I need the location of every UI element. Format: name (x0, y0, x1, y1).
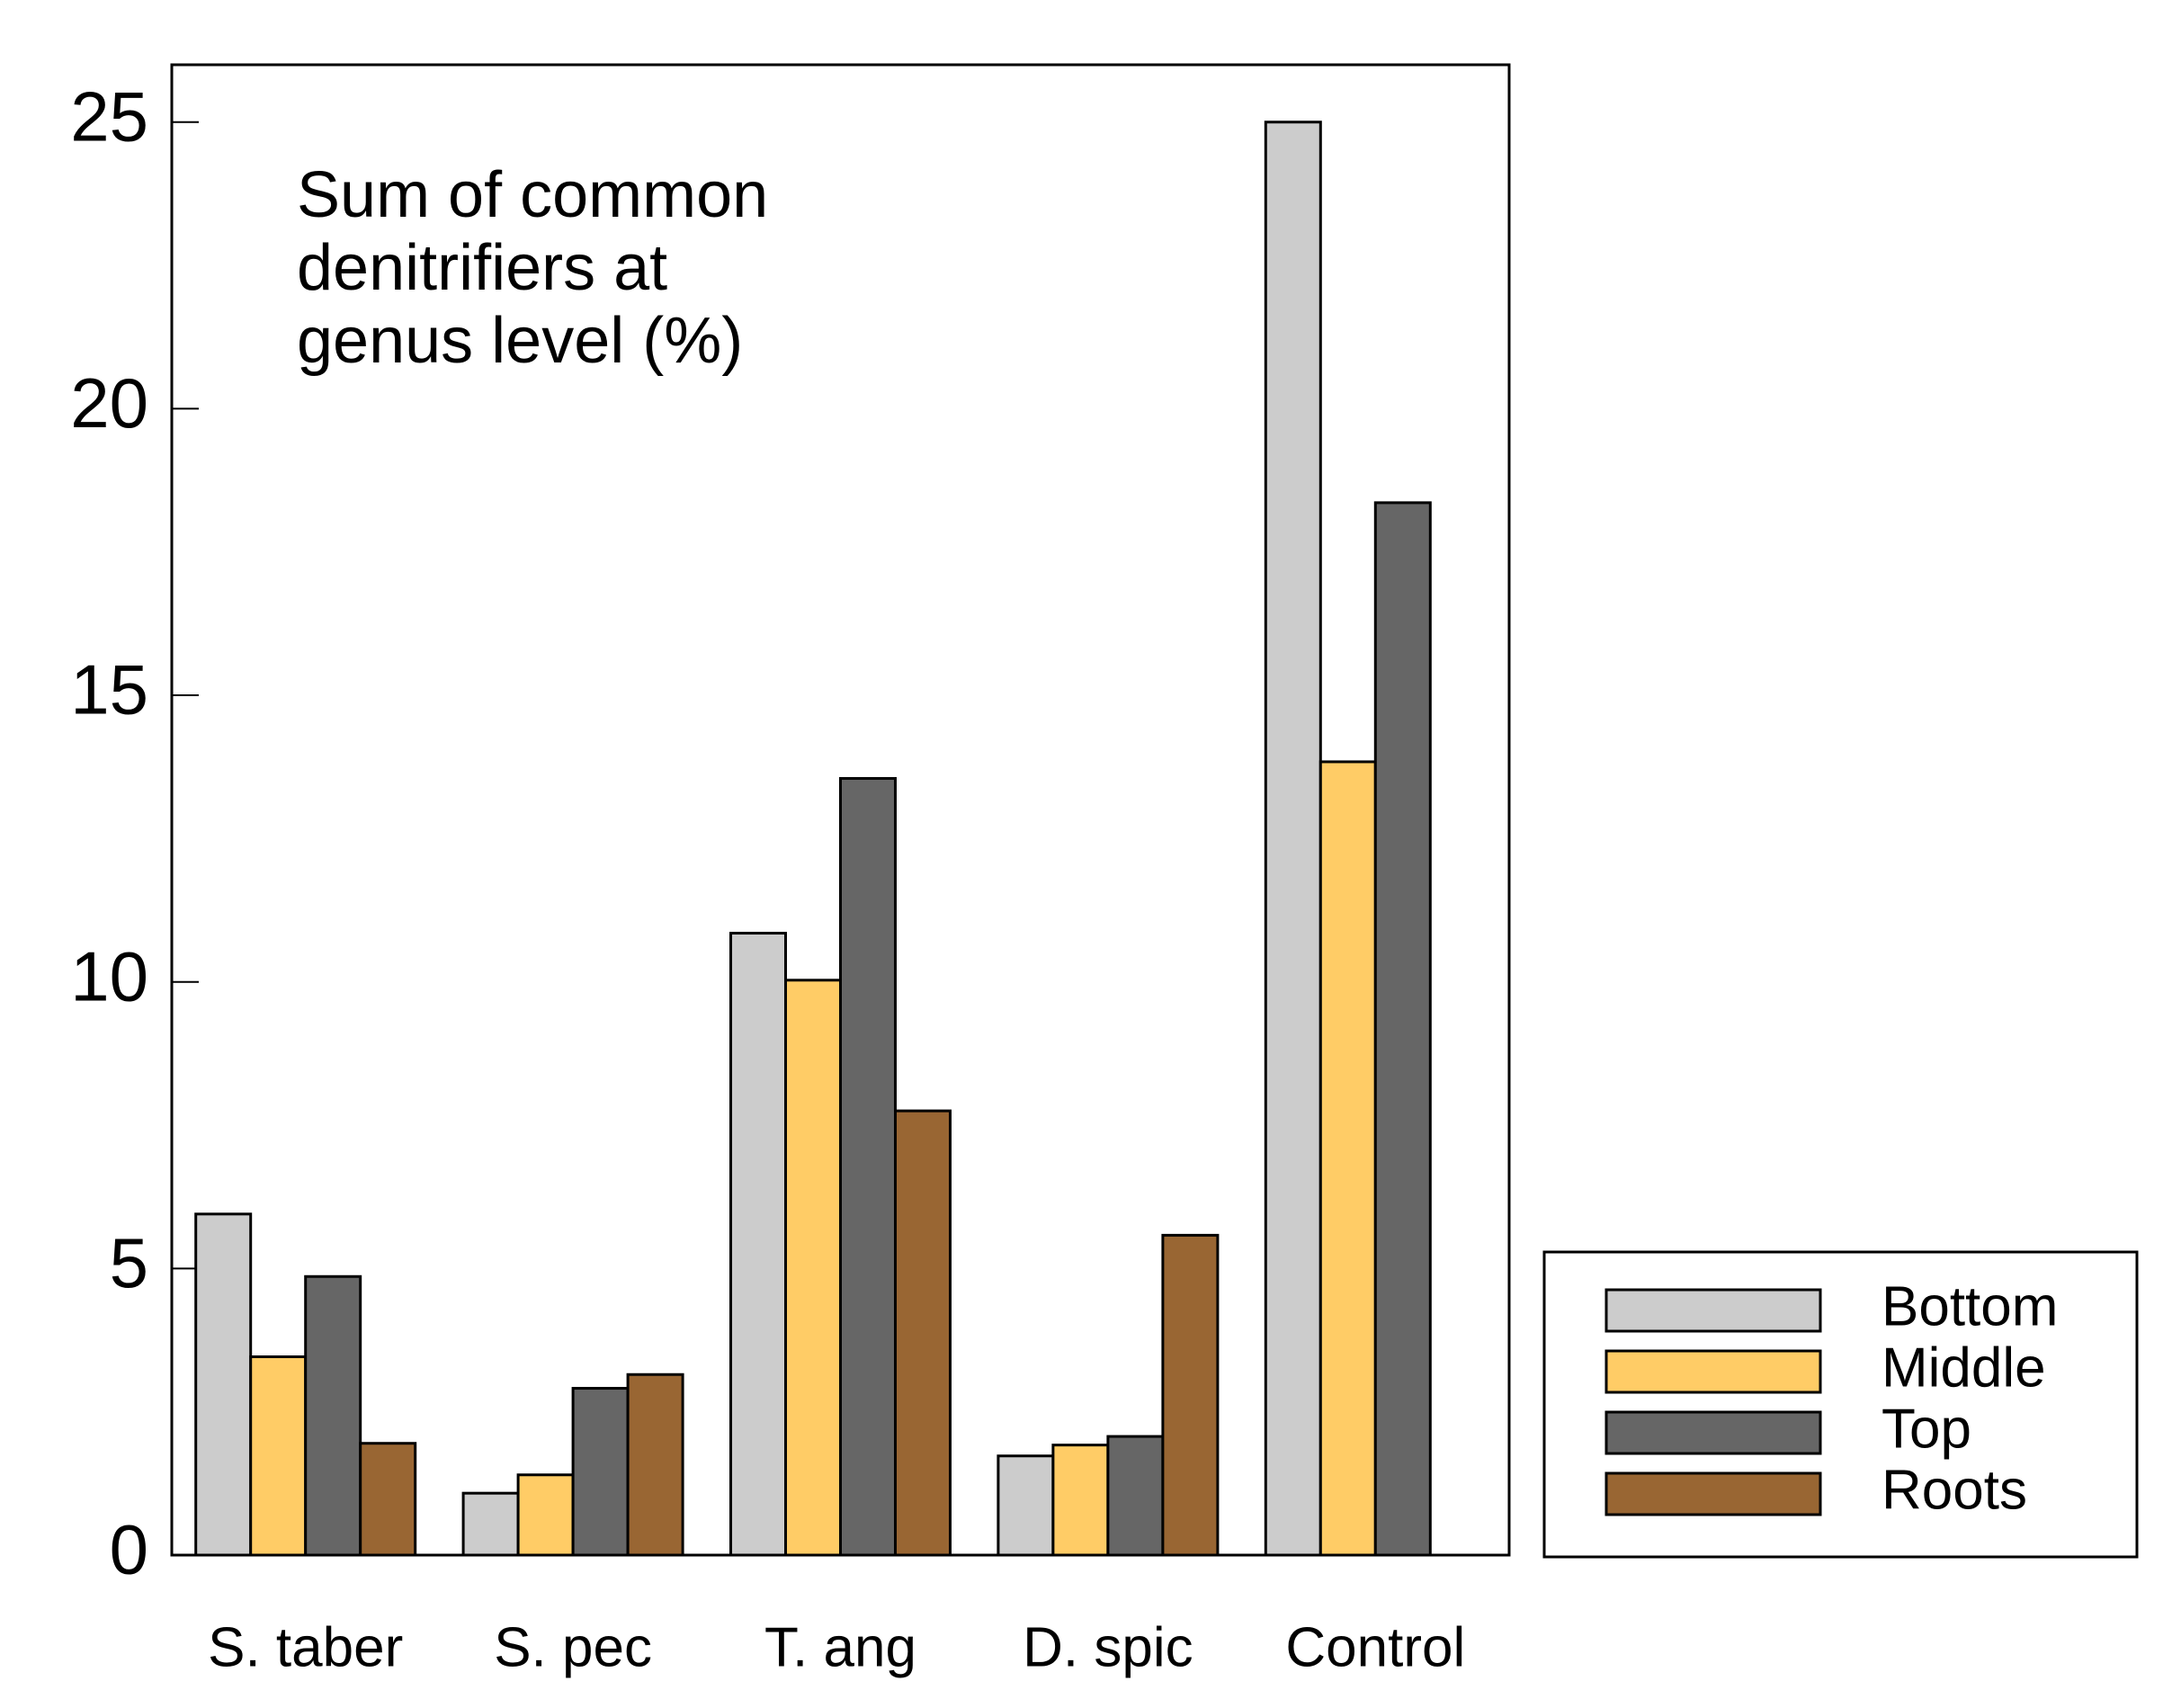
plot-frame (170, 63, 1511, 1557)
legend-label: Roots (1881, 1459, 2027, 1521)
bar (626, 1373, 684, 1557)
x-tick-label: S. pec (494, 1616, 652, 1678)
x-tick-label: S. taber (208, 1616, 403, 1678)
legend-swatch (1604, 1471, 1822, 1516)
x-tick-label: T. ang (764, 1616, 916, 1678)
bar (729, 932, 787, 1557)
bar (784, 979, 842, 1557)
y-tick-label: 10 (70, 936, 148, 1015)
bar (194, 1212, 253, 1557)
bar (359, 1442, 417, 1557)
legend-label: Top (1881, 1398, 1971, 1460)
bar (304, 1274, 362, 1557)
legend-swatch (1604, 1288, 1822, 1333)
bar (1264, 121, 1322, 1557)
chart-title: denitrifiers at (297, 232, 667, 304)
y-tick-label: 15 (70, 650, 148, 729)
chart-title: Sum of common (297, 159, 768, 231)
chart-title: genus level (%) (297, 305, 743, 377)
bar (997, 1454, 1055, 1557)
bar (1161, 1233, 1220, 1557)
y-tick-label: 0 (110, 1510, 148, 1589)
bar (1373, 501, 1432, 1557)
bar (571, 1387, 630, 1557)
bar (516, 1473, 575, 1557)
bar (461, 1491, 520, 1557)
y-tick-label: 25 (70, 76, 148, 156)
legend-label: Middle (1881, 1337, 2046, 1399)
bar (894, 1109, 952, 1557)
bar (839, 776, 897, 1557)
y-tick-label: 5 (110, 1223, 148, 1302)
legend-label: Bottom (1881, 1275, 2058, 1337)
y-tick-label: 20 (70, 363, 148, 443)
x-tick-label: D. spic (1023, 1616, 1193, 1678)
bar (1051, 1444, 1110, 1557)
bar (1106, 1435, 1165, 1557)
bar (1318, 760, 1377, 1557)
legend-swatch (1604, 1349, 1822, 1394)
legend-swatch (1604, 1410, 1822, 1455)
bar (249, 1355, 308, 1557)
x-tick-label: Control (1285, 1616, 1465, 1678)
